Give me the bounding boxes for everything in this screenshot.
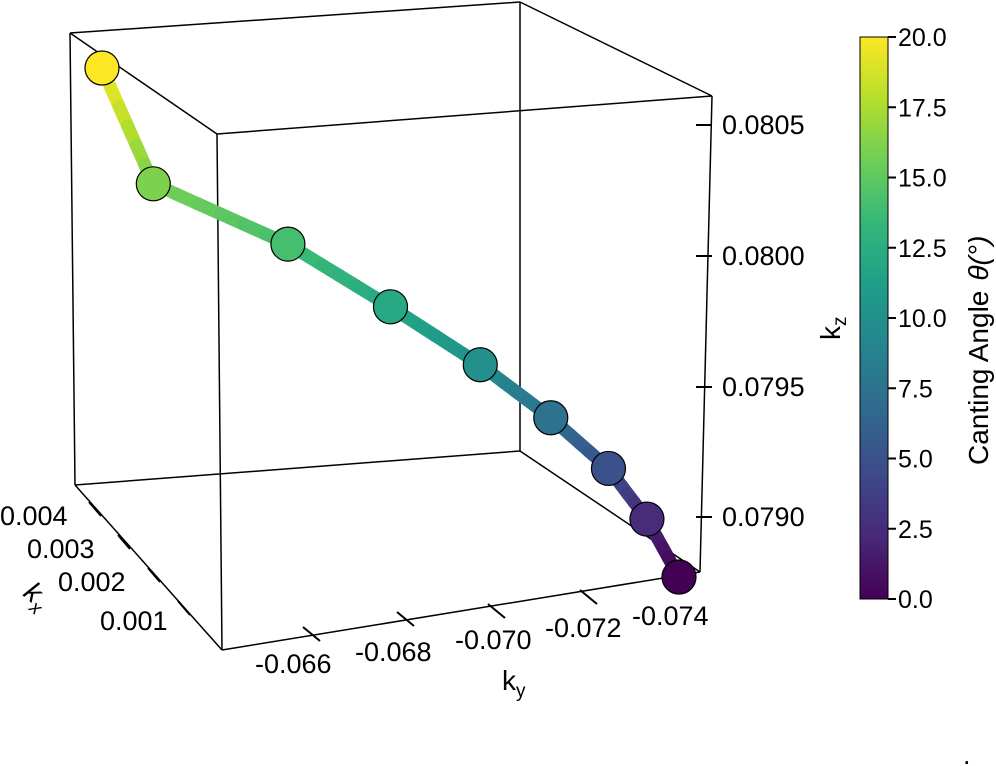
colorbar-tick-label: 0.0 (898, 586, 933, 614)
data-point (372, 289, 409, 325)
colorbar-gradient (859, 36, 889, 600)
colorbar-tick-label: 2.5 (898, 516, 933, 544)
data-point (84, 50, 120, 86)
x-axis-title: kx (14, 576, 57, 620)
z-axis-title: kz (815, 317, 851, 341)
colorbar-tick-label: 20.0 (898, 24, 947, 52)
colorbar-ticks: 20.0 17.5 15.0 12.5 10.0 7.5 5.0 2.5 0.0 (888, 24, 947, 614)
y-tick-label: -0.074 (632, 601, 709, 631)
z-tick-label: 0.0790 (722, 502, 805, 532)
data-point (629, 501, 665, 537)
z-tick-label: 0.0795 (722, 372, 805, 402)
x-tick-label: 0.003 (27, 534, 95, 564)
colorbar-tick-label: 15.0 (898, 165, 947, 193)
data-point (661, 559, 697, 595)
z-tick-label: 0.0805 (722, 110, 805, 140)
box-front-edges (69, 32, 713, 651)
colorbar-tick-label: 10.0 (898, 305, 947, 333)
x-tick (117, 534, 131, 550)
x-tick (88, 501, 102, 517)
x-axis: 0.004 0.003 0.002 0.001 kx (0, 501, 191, 636)
box-back-edges (69, 1, 713, 573)
data-point (270, 226, 306, 262)
y-axis: -0.066 -0.068 -0.070 -0.072 -0.074 ky (255, 574, 709, 702)
y-tick-label: -0.072 (545, 613, 622, 643)
data-point (533, 400, 569, 436)
colorbar-tick-label: 5.0 (898, 446, 933, 474)
x-tick (147, 567, 161, 583)
x-tick-label: 0.004 (0, 501, 68, 531)
data-point (135, 166, 171, 202)
colorbar: 20.0 17.5 15.0 12.5 10.0 7.5 5.0 2.5 0.0 Canting… (859, 24, 994, 614)
footnote-dot: . (963, 740, 971, 766)
y-tick-label: -0.070 (455, 625, 532, 655)
y-tick (302, 626, 321, 642)
y-axis-title: ky (502, 665, 526, 702)
x-tick-label: 0.002 (58, 567, 126, 597)
colorbar-tick-label: 12.5 (898, 235, 947, 263)
data-point (590, 450, 627, 487)
y-tick-label: -0.068 (355, 637, 432, 667)
x-tick (177, 600, 191, 616)
y-tick (487, 603, 506, 619)
x-tick-label: 0.001 (100, 606, 168, 636)
colorbar-tick-label: 7.5 (898, 375, 933, 403)
colorbar-tick-label: 17.5 (898, 94, 947, 122)
y-tick-label: -0.066 (255, 649, 332, 679)
z-axis: 0.0805 0.0800 0.0795 0.0790 kz (696, 110, 851, 532)
series-points (84, 50, 697, 595)
y-tick (396, 611, 415, 627)
data-point (462, 347, 498, 383)
z-tick-label: 0.0800 (722, 241, 805, 271)
colorbar-title: Canting Angleθ(°) (963, 236, 994, 465)
y-tick (579, 589, 598, 605)
